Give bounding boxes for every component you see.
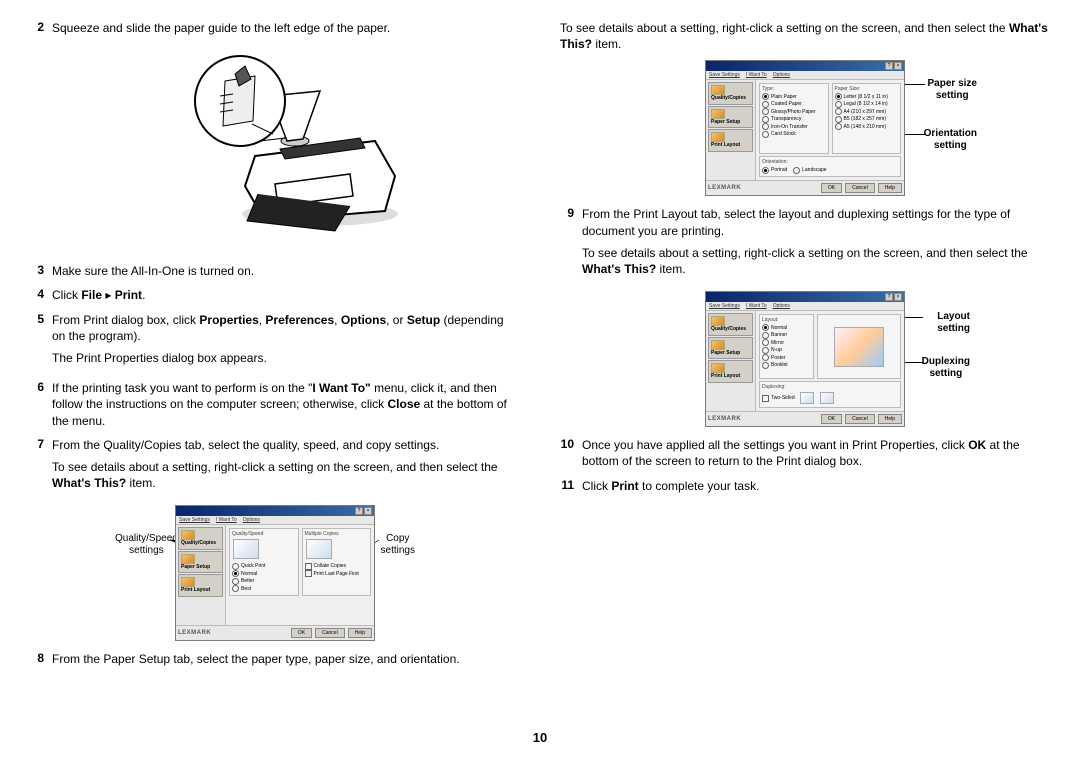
quality-dialog: ?× Save SettingsI Want ToOptions Quality… [175, 505, 375, 641]
step-5: 5 From Print dialog box, click Propertie… [30, 312, 520, 373]
step-10: 10 Once you have applied all the setting… [560, 437, 1050, 469]
callout-layout: Layoutsetting [937, 311, 970, 335]
step-2: 2 Squeeze and slide the paper guide to t… [30, 20, 520, 36]
step-4: 4 Click File ▸ Print. [30, 287, 520, 303]
help-icon: ? [355, 507, 363, 515]
close-icon: × [894, 293, 902, 301]
close-icon: × [364, 507, 372, 515]
callout-orientation: Orientationsetting [924, 128, 977, 152]
step-3: 3 Make sure the All-In-One is turned on. [30, 263, 520, 279]
step-11: 11 Click Print to complete your task. [560, 478, 1050, 494]
paper-setup-figure: Paper sizesetting Orientationsetting ?× … [560, 60, 1050, 196]
right-column: To see details about a setting, right-cl… [560, 20, 1050, 675]
printer-illustration [30, 46, 520, 249]
step-num: 2 [30, 20, 52, 36]
lexmark-logo: LEXMARK [178, 630, 211, 636]
printer-svg [125, 46, 425, 246]
page-number: 10 [0, 730, 1080, 745]
quality-copies-figure: Quality/Speedsettings Copysettings ?× Sa… [30, 505, 520, 641]
step-text: Squeeze and slide the paper guide to the… [52, 20, 520, 36]
step-7: 7 From the Quality/Copies tab, select th… [30, 437, 520, 498]
callout-copy: Copysettings [381, 533, 415, 557]
callout-duplexing: Duplexingsetting [922, 356, 970, 380]
help-icon: ? [885, 293, 893, 301]
step-8: 8 From the Paper Setup tab, select the p… [30, 651, 520, 667]
step-9: 9 From the Print Layout tab, select the … [560, 206, 1050, 283]
print-layout-figure: Layoutsetting Duplexingsetting ?× Save S… [560, 291, 1050, 427]
layout-dialog: ?× Save SettingsI Want ToOptions Quality… [705, 291, 905, 427]
step-6: 6 If the printing task you want to perfo… [30, 380, 520, 429]
tab-quality: Quality/Copies [178, 527, 223, 550]
help-icon: ? [885, 62, 893, 70]
close-icon: × [894, 62, 902, 70]
dialog-menu: Save SettingsI Want ToOptions [176, 516, 374, 525]
left-column: 2 Squeeze and slide the paper guide to t… [30, 20, 520, 675]
paper-dialog: ?× Save SettingsI Want ToOptions Quality… [705, 60, 905, 196]
right-intro: To see details about a setting, right-cl… [560, 20, 1050, 52]
callout-paper-size: Paper sizesetting [928, 78, 977, 102]
callout-quality-speed: Quality/Speedsettings [115, 533, 178, 557]
tab-layout: Print Layout [178, 574, 223, 597]
tab-paper: Paper Setup [178, 551, 223, 574]
dialog-titlebar: ?× [176, 506, 374, 516]
